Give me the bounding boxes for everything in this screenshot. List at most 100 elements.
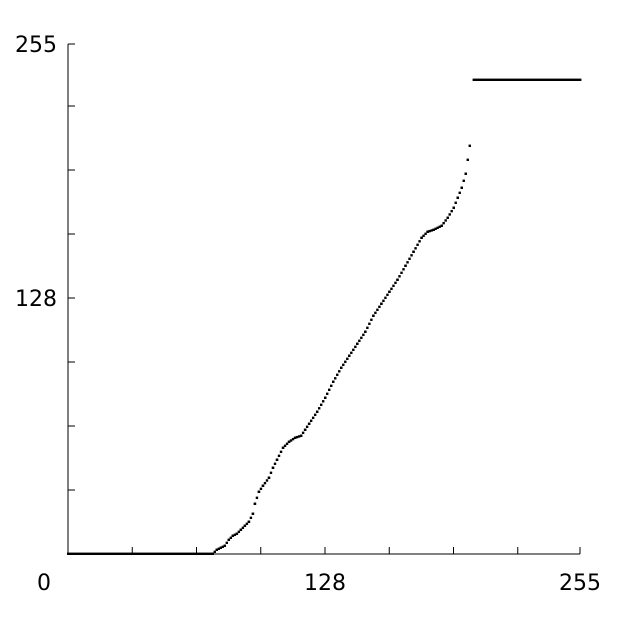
data-point [342, 363, 345, 366]
data-point [336, 373, 339, 376]
data-point [494, 78, 498, 81]
data-point [362, 333, 365, 336]
data-point [165, 552, 168, 555]
data-point [85, 552, 88, 555]
data-point [542, 78, 546, 81]
data-point [309, 419, 313, 422]
data-point [328, 388, 331, 391]
data-point [444, 219, 447, 222]
data-point [400, 271, 403, 274]
data-point [161, 552, 164, 555]
data-point [496, 78, 500, 81]
data-point [522, 78, 526, 81]
data-point [295, 435, 299, 439]
data-point [221, 545, 225, 548]
data-point [480, 78, 484, 81]
data-point [135, 552, 138, 555]
data-point [478, 78, 482, 81]
data-point [155, 552, 158, 555]
data-point [572, 78, 576, 81]
data-point [442, 221, 445, 225]
data-point [412, 250, 415, 253]
x-tick-label: 255 [559, 571, 601, 596]
data-point [103, 552, 106, 555]
data-point [460, 186, 463, 189]
data-point [311, 416, 315, 419]
x-axis-tick-labels: 0 128 255 [37, 571, 601, 596]
data-point [448, 213, 451, 216]
data-point [382, 299, 385, 302]
data-point [452, 206, 455, 209]
data-point [364, 330, 367, 333]
data-point [83, 552, 86, 555]
data-point [378, 305, 381, 308]
data-point [263, 481, 267, 485]
data-point [370, 318, 373, 321]
data-point [326, 392, 329, 395]
data-point [219, 546, 222, 549]
data-point [466, 158, 469, 161]
data-point [340, 366, 343, 369]
data-point [538, 78, 542, 81]
data-point [257, 490, 261, 493]
data-point [241, 526, 245, 529]
data-point [348, 354, 351, 357]
data-point [462, 179, 465, 182]
data-point [568, 78, 572, 81]
data-point [536, 78, 540, 81]
data-point [107, 552, 110, 555]
data-point [113, 552, 116, 555]
data-point [352, 348, 355, 351]
data-point [119, 552, 122, 555]
data-point [301, 431, 305, 434]
data-point [516, 78, 520, 81]
data-point [279, 450, 283, 453]
data-point [530, 78, 534, 81]
data-point [231, 534, 235, 537]
data-point [267, 476, 271, 479]
data-point [255, 496, 259, 499]
data-point [514, 78, 518, 81]
data-point [492, 78, 496, 81]
data-point [299, 434, 303, 437]
data-point [552, 78, 556, 81]
data-point [502, 78, 506, 81]
data-point [177, 552, 180, 555]
data-point [89, 552, 92, 555]
data-point [313, 413, 317, 416]
data-point [446, 216, 449, 219]
data-point [205, 552, 208, 555]
data-point [93, 552, 96, 555]
data-point [366, 326, 369, 329]
data-point [392, 284, 395, 287]
data-point [406, 261, 409, 264]
data-point [167, 552, 170, 555]
data-point [269, 471, 273, 474]
data-point [141, 552, 144, 555]
data-point [321, 400, 325, 403]
data-point [488, 78, 492, 81]
data-point [386, 293, 389, 296]
data-point [179, 552, 182, 555]
data-point [562, 78, 566, 81]
data-point [350, 351, 353, 354]
data-point [402, 268, 405, 271]
data-point [398, 275, 401, 278]
data-point [125, 552, 128, 555]
data-point [71, 552, 74, 555]
data-point [558, 78, 562, 81]
data-point [358, 339, 361, 342]
data-point [97, 552, 100, 555]
data-point [506, 78, 510, 81]
data-point [476, 78, 479, 81]
data-point [372, 314, 375, 317]
data-point [139, 552, 142, 555]
data-point [251, 512, 255, 515]
data-point [273, 462, 277, 465]
data-point [574, 78, 578, 81]
data-point [283, 444, 287, 447]
data-point [388, 290, 391, 293]
data-point [133, 552, 136, 555]
data-point [181, 552, 184, 555]
data-point [151, 552, 154, 555]
